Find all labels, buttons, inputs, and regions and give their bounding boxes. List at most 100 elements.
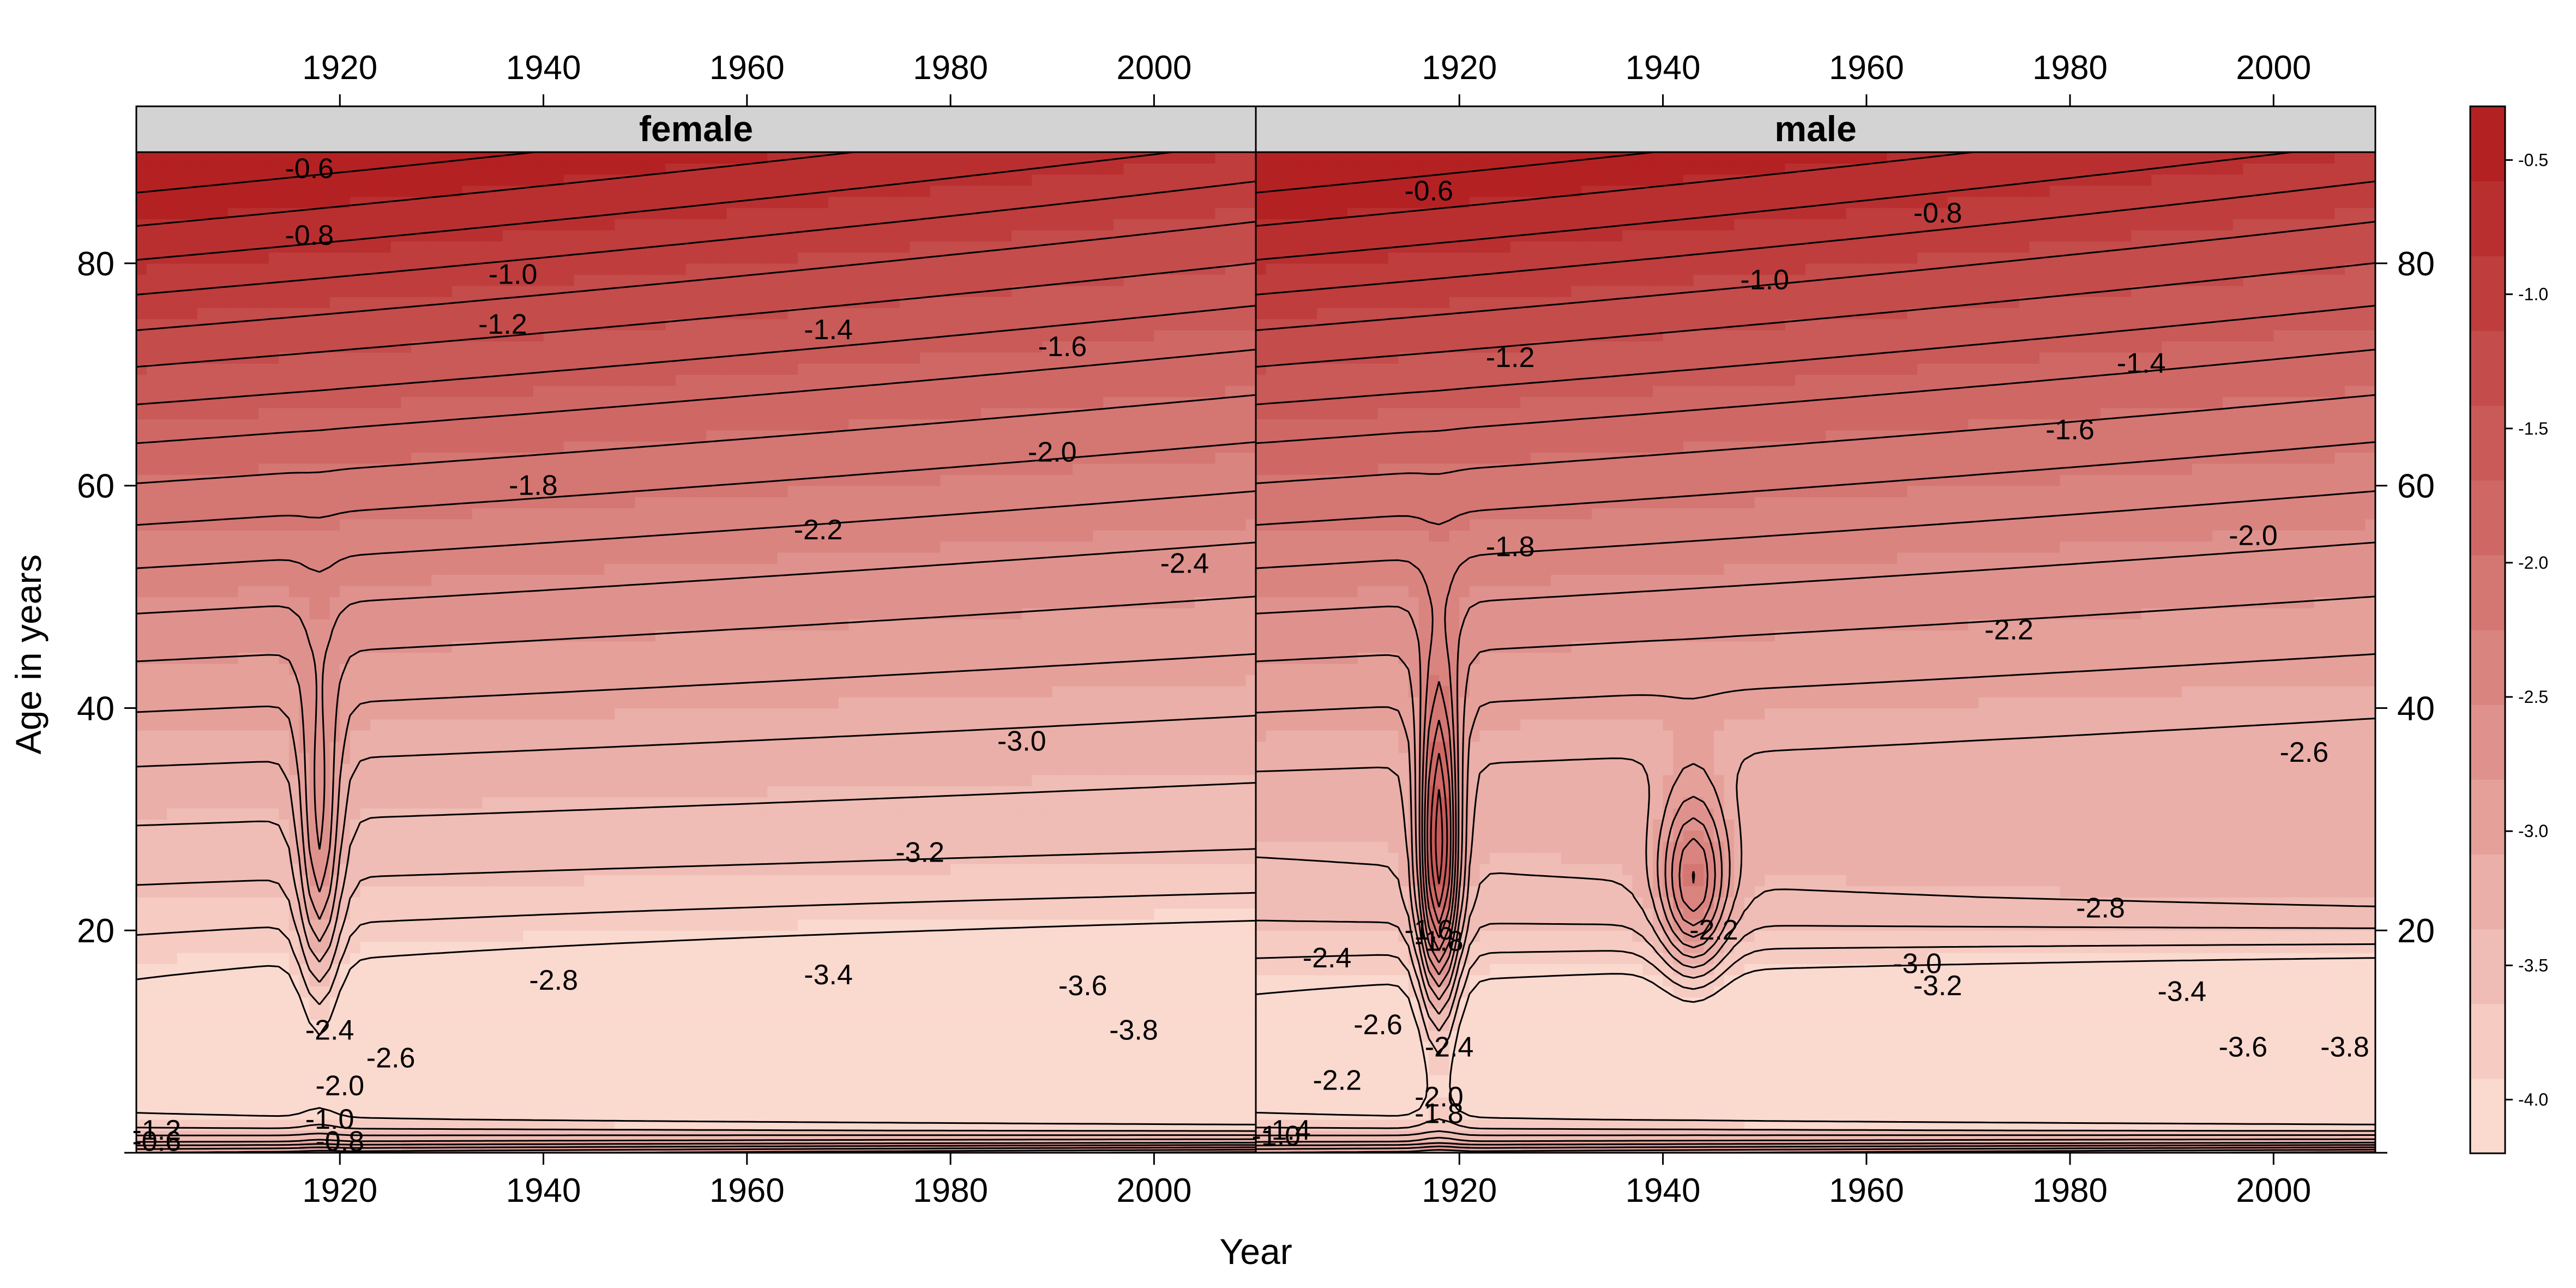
contour-label: -1.2	[1486, 342, 1535, 374]
x-tick-label: 1920	[1422, 1172, 1497, 1209]
contour-line-male--0.4	[1256, 152, 1655, 194]
x-tick-label: 1960	[709, 49, 785, 87]
contour-label: -2.4	[1425, 1031, 1474, 1063]
y-tick-label: 80	[77, 245, 115, 283]
contour-label: -1.8	[509, 470, 558, 502]
x-tick-label: 1960	[1829, 49, 1904, 87]
contour-label: -2.4	[1160, 547, 1209, 579]
y-tick-label: 20	[77, 912, 115, 950]
contour-label: -2.6	[2280, 737, 2329, 768]
contour-label: -2.0	[1028, 437, 1077, 468]
color-key-tick-label: -3.5	[2518, 955, 2548, 975]
contour-label: -3.2	[895, 837, 944, 869]
x-tick-label: 2000	[1116, 1172, 1191, 1209]
y-tick-label: 60	[77, 468, 115, 505]
strip-label-male: male	[1774, 109, 1856, 149]
x-tick-label: 1980	[913, 49, 988, 87]
y-tick-label: 20	[2397, 912, 2435, 950]
contour-line-male--2.2	[1256, 441, 2375, 938]
contour-label: -2.2	[794, 514, 843, 546]
contour-line-female--2.2	[136, 441, 1256, 526]
contour-label: -0.8	[1913, 197, 1963, 229]
contour-label: -0.8	[285, 220, 334, 251]
contour-line-male--2.6	[1256, 541, 2375, 1153]
color-key: -0.5 -1.0 -1.5 -2.0 -2.5 -3.0 -3.5 -4.0	[2469, 105, 2548, 1154]
color-key-band	[2470, 705, 2505, 780]
contour-label: -1.8	[1486, 531, 1535, 563]
contour-label: -1.4	[2117, 347, 2166, 379]
color-key-tick-label: -3.0	[2518, 821, 2548, 841]
color-key-tick-label: -0.5	[2518, 150, 2548, 170]
contour-line-female--3.8	[136, 892, 1256, 1132]
panel-strips: female male	[135, 105, 2376, 153]
contour-line-male--3.4	[1256, 856, 2375, 1143]
color-key-band	[2470, 106, 2505, 182]
contour-line-female--3.6	[136, 848, 1256, 1136]
contour-label: -3.0	[997, 726, 1046, 757]
x-tick-label: 1960	[709, 1172, 785, 1209]
contour-label: -1.8	[1415, 926, 1464, 958]
x-tick-label: 1980	[913, 1172, 988, 1209]
color-key-frame	[2469, 105, 2506, 1154]
color-key-band	[2470, 555, 2505, 630]
contour-label: -2.8	[529, 965, 578, 996]
color-key-band	[2470, 630, 2505, 705]
contour-line-female--1.2	[136, 221, 1256, 332]
contour-label: -1.4	[1262, 1115, 1311, 1146]
contour-label: -2.8	[2076, 892, 2125, 924]
contour-line-male--1.6	[1256, 305, 2375, 884]
contour-line-male--1.4	[1256, 262, 2375, 368]
color-key-band	[2470, 779, 2505, 855]
contour-line-female--1.6	[136, 305, 1256, 406]
color-key-tick-label: -2.5	[2518, 687, 2548, 707]
contour-line-female--0.4	[136, 152, 535, 194]
x-tick-label: 2000	[2236, 49, 2311, 87]
contour-label: -2.4	[305, 1015, 354, 1046]
contour-label: -2.6	[366, 1043, 416, 1074]
x-tick-label: 2000	[1116, 49, 1191, 87]
contour-line-male--1.2	[1256, 221, 2375, 332]
contour-label: -1.2	[132, 1115, 181, 1146]
axes: 1920 1940 1960 1980 2000 1920 1940 1960 1980 2000…	[77, 49, 2435, 1209]
contour-label: -2.6	[1353, 1009, 1403, 1041]
contour-labels: -0.6-0.8-1.0-1.2 -1.4-1.6-1.8-2.0-2.2-2.4…	[132, 153, 2369, 1158]
x-tick-label: 1960	[1829, 1172, 1904, 1209]
y-tick-label: 40	[77, 690, 115, 727]
y-tick-label: 40	[2397, 690, 2435, 727]
color-key-band	[2470, 480, 2505, 556]
x-tick-label: 1920	[302, 49, 377, 87]
color-key-tick-label: -1.0	[2518, 285, 2548, 304]
color-key-tick-label: -4.0	[2518, 1090, 2548, 1110]
strip-background	[135, 105, 1257, 153]
contour-line-male--4.0	[1256, 957, 2375, 1126]
contour-label: -1.0	[489, 258, 538, 290]
y-tick-label: 60	[2397, 468, 2435, 505]
strip-label-female: female	[639, 109, 753, 149]
contour-line-female--2.4	[136, 490, 1256, 1153]
color-key-band	[2470, 405, 2505, 481]
contour-line-male--3.6	[1256, 919, 2375, 1136]
contour-line-male--1.0	[1256, 180, 2375, 296]
contour-line-male--0.6	[1256, 152, 1974, 227]
contour-label: -1.6	[1404, 914, 1453, 946]
contour-label: -1.0	[1251, 1120, 1301, 1152]
x-axis-title: Year	[1219, 1231, 1292, 1272]
contour-label: -1.6	[2045, 414, 2094, 446]
x-tick-label: 1920	[1422, 49, 1497, 87]
x-tick-label: 1920	[302, 1172, 377, 1209]
x-tick-label: 1940	[1626, 49, 1701, 87]
contour-label: -3.0	[1893, 948, 1942, 979]
contour-label: -3.6	[2219, 1031, 2268, 1063]
contour-label: -1.6	[1038, 331, 1087, 363]
y-axis-title: Age in years	[8, 555, 49, 755]
contour-label: -2.2	[1689, 914, 1738, 946]
contour-label: -2.4	[1303, 942, 1352, 974]
contour-line-male--0.8	[1256, 152, 2293, 261]
contour-line-female--3.0	[136, 653, 1256, 1150]
contour-line-male--3.2	[1256, 718, 2375, 1147]
contour-label: -3.8	[1109, 1015, 1158, 1046]
color-key-band	[2470, 256, 2505, 332]
contour-line-female--1.0	[136, 180, 1256, 296]
color-key-band	[2470, 854, 2505, 930]
